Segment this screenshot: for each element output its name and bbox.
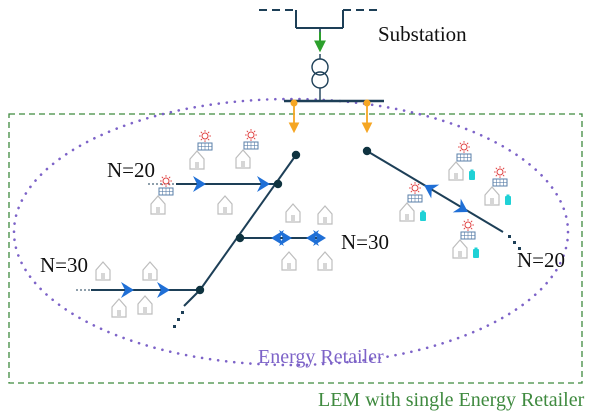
continuation-dots <box>173 311 184 328</box>
bus-nodes <box>195 146 372 295</box>
retailer-label: Energy Retailer <box>258 346 384 368</box>
right-feeder <box>366 150 504 233</box>
feeder-label-right: N=20 <box>517 248 566 272</box>
transformer-icon <box>311 54 329 100</box>
feed-arrows <box>288 99 373 134</box>
house-icons <box>95 129 511 318</box>
substation-label: Substation <box>378 22 467 46</box>
market-label: LEM with single Energy Retailer <box>318 389 585 411</box>
feeder-label-left-upper: N=20 <box>107 158 156 182</box>
continuation-dots-right <box>508 235 521 250</box>
retailer-boundary <box>12 97 570 367</box>
feeder-label-middle: N=30 <box>341 230 390 254</box>
dotted-extension <box>76 183 176 291</box>
feeder-label-left-lower: N=30 <box>40 253 89 277</box>
substation-busbar <box>259 9 380 40</box>
